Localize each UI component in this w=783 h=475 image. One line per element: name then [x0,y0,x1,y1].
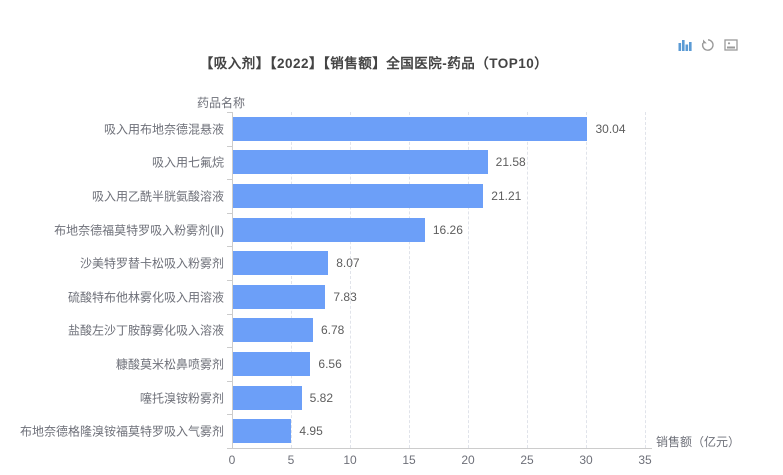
bar-value-label: 4.95 [299,424,323,439]
bar[interactable] [233,217,425,242]
y-axis-line [232,112,233,448]
save-image-icon[interactable] [724,38,738,52]
chart-title: 【吸入剂】【2022】【销售额】全国医院-药品（TOP10） [199,56,549,71]
x-tick-label: 10 [343,453,357,467]
bar-value-label: 6.78 [321,323,345,338]
restore-icon[interactable] [701,38,715,52]
gridline [291,112,292,448]
x-tick-label: 35 [638,453,652,467]
bar[interactable] [233,284,326,309]
bar-value-label: 21.58 [495,155,526,170]
y-axis-tick [227,145,232,147]
bar[interactable] [233,318,313,343]
y-axis-tick [227,414,232,416]
gridline [527,112,528,448]
x-tick-label: 0 [228,453,236,467]
bar[interactable] [233,352,311,376]
category-label: 沙美特罗替卡松吸入粉雾剂 [79,256,224,271]
category-label: 糠酸莫米松鼻喷雾剂 [115,357,224,372]
bar[interactable] [233,385,302,410]
y-axis-tick [227,347,232,349]
gridline [586,112,587,448]
category-label: 盐酸左沙丁胺醇雾化吸入溶液 [67,323,224,338]
gridline [468,112,469,448]
category-label: 吸入用布地奈德混悬液 [103,122,224,137]
bar[interactable] [233,184,484,208]
bar[interactable] [233,150,488,175]
bar-value-label: 8.07 [336,256,360,271]
y-axis-tick [227,280,232,281]
chart-toolbox [678,38,738,52]
x-axis-name: 销售额（亿元） [656,435,741,449]
bar[interactable] [233,251,329,276]
x-axis-line [227,448,652,449]
bar-chart-icon[interactable] [678,38,692,52]
y-axis-tick [227,212,232,214]
x-tick-label: 25 [520,453,534,467]
category-label: 吸入用乙酰半胱氨酸溶液 [91,189,224,204]
bar[interactable] [233,419,292,444]
x-tick-label: 30 [579,453,593,467]
bar-value-label: 21.21 [491,189,522,203]
y-axis-name: 药品名称 [197,96,246,110]
y-axis-tick [227,246,232,248]
category-label: 噻托溴铵粉雾剂 [139,391,224,406]
gridline [409,112,410,448]
bar-value-label: 16.26 [432,222,463,237]
gridline [350,112,351,448]
category-label: 硫酸特布他林雾化吸入用溶液 [67,290,224,305]
y-axis-tick [227,112,232,113]
x-tick-label: 20 [461,453,475,467]
bar-value-label: 6.56 [318,357,342,371]
bar-value-label: 7.83 [333,289,357,304]
bar-value-label: 30.04 [595,121,626,136]
bar-value-label: 5.82 [309,390,334,405]
y-axis-tick [227,179,232,181]
y-axis-tick [227,448,232,449]
y-axis-tick [227,313,232,315]
category-label: 布地奈德福莫特罗吸入粉雾剂(Ⅱ) [54,223,224,238]
bar[interactable] [233,116,588,141]
category-label: 布地奈德格隆溴铵福莫特罗吸入气雾剂 [19,424,224,439]
x-tick-label: 15 [402,453,416,467]
y-axis-tick [227,380,232,382]
x-tick-label: 5 [287,453,295,467]
gridline [645,112,646,448]
category-label: 吸入用七氟烷 [151,155,224,170]
